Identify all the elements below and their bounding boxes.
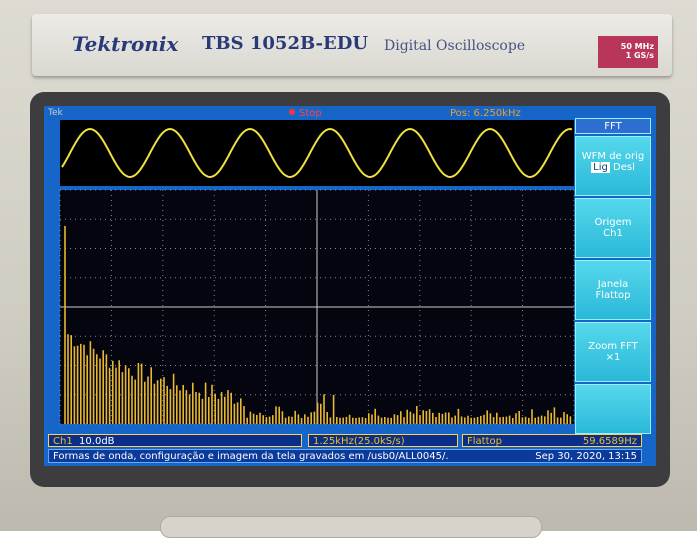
run-state: Stop xyxy=(299,108,322,119)
menu-button[interactable]: Origem Ch1 xyxy=(575,198,651,258)
window-bar: Flattop 59.6589Hz xyxy=(462,434,642,447)
scope-display: Tek Stop Pos: 6.250kHz xyxy=(47,108,575,425)
menu-button[interactable] xyxy=(575,384,651,434)
menu-title: FFT xyxy=(575,118,651,134)
timestamp: Sep 30, 2020, 13:15 xyxy=(535,451,637,462)
tek-logo: Tek xyxy=(47,108,64,118)
channel-bar: Ch1 10.0dB xyxy=(48,434,302,447)
time-window xyxy=(60,120,574,186)
menu-value: Flattop xyxy=(595,290,631,301)
waveform xyxy=(61,127,573,179)
menu-option: Desl xyxy=(613,162,635,173)
menu-label: Zoom FFT xyxy=(588,341,638,352)
spectrum xyxy=(64,226,572,424)
front-label: Tektronix TBS 1052B-EDU Digital Oscillos… xyxy=(32,14,672,76)
stop-dot xyxy=(289,109,295,115)
message: Formas de onda, configuração e imagem da… xyxy=(53,451,449,462)
channel: Ch1 xyxy=(53,436,73,447)
bandwidth: 50 MHz xyxy=(620,42,654,51)
menu-button[interactable]: Janela Flattop xyxy=(575,260,651,320)
message-bar: Formas de onda, configuração e imagem da… xyxy=(48,449,642,463)
timebase: 1.25kHz(25.0kS/s) xyxy=(308,434,458,447)
product: Digital Oscilloscope xyxy=(384,38,526,54)
menu-value: ×1 xyxy=(605,352,621,363)
bottom-ridge xyxy=(160,516,542,538)
frequency: 59.6589Hz xyxy=(582,436,637,447)
menu-option: Lig xyxy=(591,162,610,173)
brand: Tektronix xyxy=(72,32,179,56)
model: TBS 1052B-EDU xyxy=(202,33,369,54)
spec-badge: 50 MHz 1 GS/s xyxy=(598,36,658,68)
menu-button[interactable]: Zoom FFT ×1 xyxy=(575,322,651,382)
window: Flattop xyxy=(467,436,502,447)
scale: 10.0dB xyxy=(79,436,115,447)
position: Pos: 6.250kHz xyxy=(450,108,521,119)
menu-label: Janela xyxy=(597,279,629,290)
menu-button[interactable]: WFM de orig Lig Desl xyxy=(575,136,651,196)
screen: Tek Stop Pos: 6.250kHz FFT WFM de orig L… xyxy=(44,106,656,466)
menu-label: Origem xyxy=(594,217,632,228)
menu-value: Ch1 xyxy=(603,228,623,239)
sample-rate: 1 GS/s xyxy=(625,51,654,60)
menu-label: WFM de orig xyxy=(581,151,645,162)
